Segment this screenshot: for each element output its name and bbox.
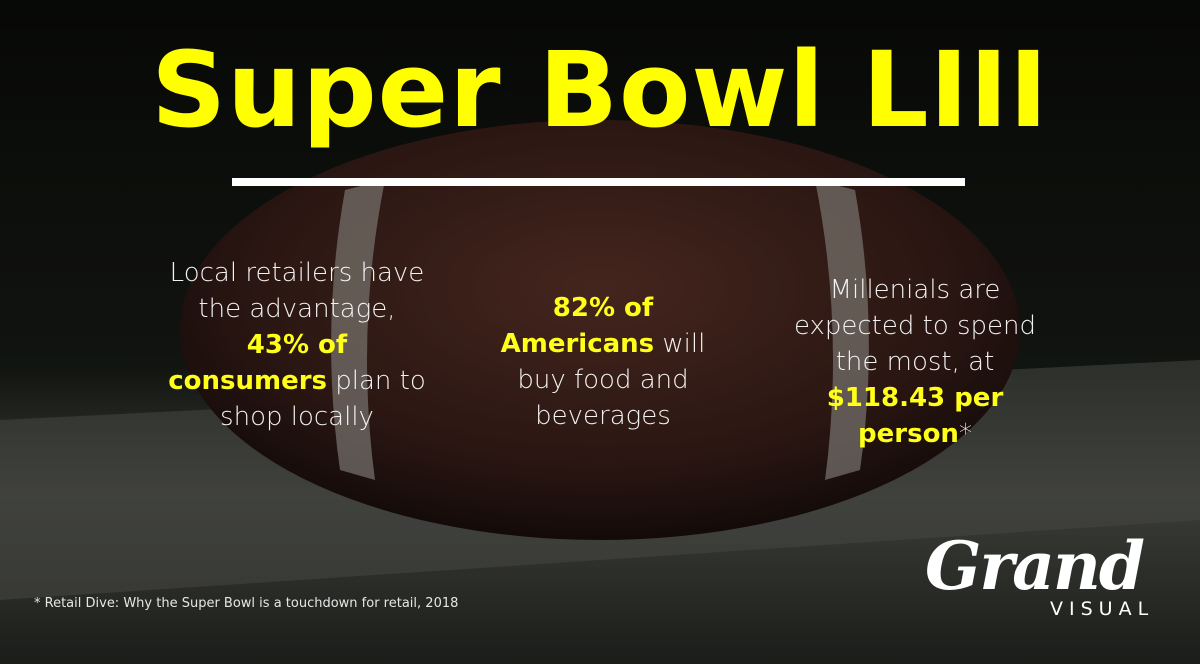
highlight-text: $118.43 per person [826,383,1004,449]
highlight-text: 82% of Americans [500,293,655,359]
stat-text: plan to shop locally [220,366,426,432]
stat: 82% of Americans will buy food and bever… [488,290,718,434]
stat-text: Local retailers have the advantage, [169,258,425,324]
stat: Local retailers have the advantage, 43% … [167,255,427,435]
title: Super Bowl LIII [151,29,1049,151]
stat-text: * [958,419,972,449]
logo: Grand [925,527,1145,605]
stat: Millenials are expected to spend the mos… [790,272,1040,452]
stat-text: Millenials are expected to spend the mos… [793,275,1037,377]
highlight-text: 43% of consumers [168,330,348,396]
logo-subtitle: VISUAL [1050,598,1155,620]
footnote: * Retail Dive: Why the Super Bowl is a t… [34,596,459,611]
divider [232,178,965,186]
stat-text: will buy food and beverages [517,329,706,431]
